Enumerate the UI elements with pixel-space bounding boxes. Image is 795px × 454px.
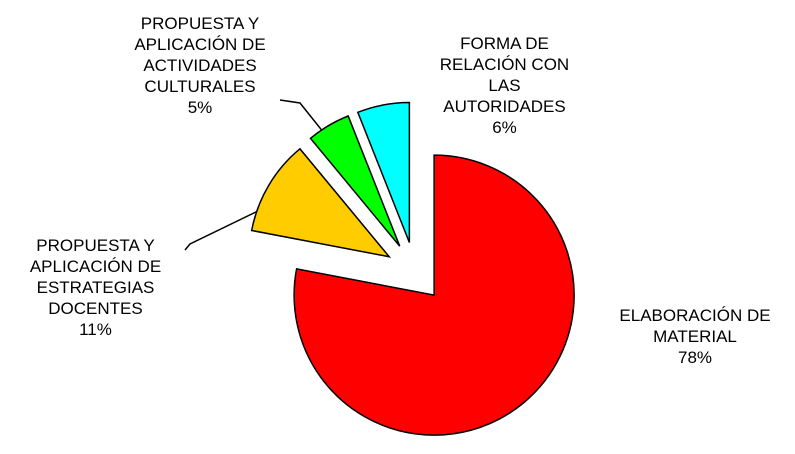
percent-label: 5% xyxy=(187,98,213,117)
percent-label: 11% xyxy=(79,320,112,339)
category-name: ELABORACIÓN DE MATERIAL xyxy=(619,306,771,346)
category-name: PROPUESTA Y APLICACIÓN DE ACTIVIDADES CU… xyxy=(134,14,266,96)
category-name: PROPUESTA Y APLICACIÓN DE ESTRATEGIAS DO… xyxy=(29,236,162,318)
pie-slice xyxy=(356,101,411,243)
percent-label: 78% xyxy=(677,348,713,367)
leader-line xyxy=(184,209,261,251)
category-name: FORMA DE RELACIÓN CON LAS AUTORIDADES xyxy=(439,34,570,116)
pie-slice xyxy=(250,147,392,258)
percent-label: 6% xyxy=(492,118,517,137)
slice-label: PROPUESTA Y APLICACIÓN DE ACTIVIDADES CU… xyxy=(125,13,275,118)
pie-slice xyxy=(309,115,401,247)
slice-label: PROPUESTA Y APLICACIÓN DE ESTRATEGIAS DO… xyxy=(18,235,173,340)
slice-label: FORMA DE RELACIÓN CON LAS AUTORIDADES 6% xyxy=(437,33,572,138)
pie-slice xyxy=(293,154,575,436)
slice-label: ELABORACIÓN DE MATERIAL 78% xyxy=(615,305,775,368)
